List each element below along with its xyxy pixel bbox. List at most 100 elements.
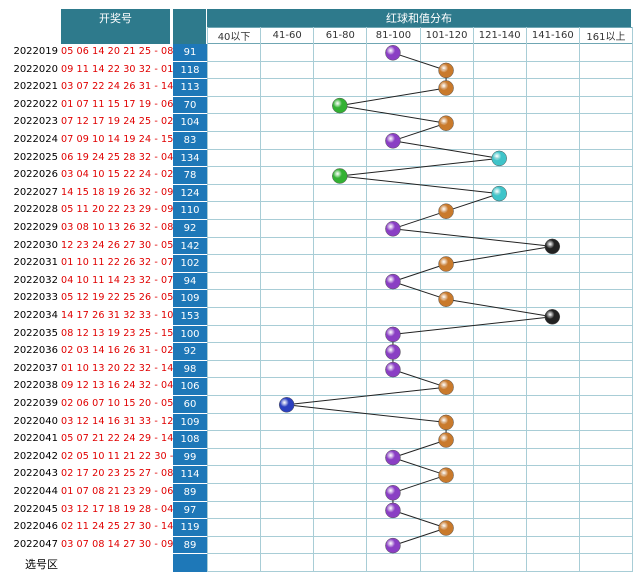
- draw-numbers-header-blank: [61, 27, 171, 44]
- grid-vline: [578, 27, 580, 572]
- sum-value: 153: [173, 308, 207, 326]
- sum-ball-marker: [544, 238, 561, 255]
- sum-ball-marker: [491, 185, 507, 202]
- sum-value: 94: [173, 272, 207, 291]
- sum-ball-marker: [438, 414, 454, 431]
- sum-ball-marker: [385, 485, 401, 501]
- trend-line-segment: [445, 298, 553, 318]
- issue-number: 2022044: [13, 486, 58, 497]
- issue-number: 2022020: [13, 63, 58, 75]
- trend-line-segment: [392, 122, 447, 142]
- issue-number: 2022019: [13, 46, 58, 57]
- grid-vline: [525, 27, 527, 572]
- issue-number: 2022027: [13, 186, 58, 198]
- trend-line-segment: [445, 193, 500, 212]
- sum-value: 109: [173, 290, 207, 308]
- draw-numbers: 01 10 11 22 26 32 - 07: [61, 257, 174, 269]
- issue-number: 2022043: [13, 468, 58, 480]
- sum-value: 92: [173, 220, 207, 238]
- draw-numbers: 07 12 17 19 24 25 - 02: [61, 116, 174, 128]
- sum-header-blank: [173, 9, 207, 44]
- draw-numbers: 02 06 07 10 15 20 - 05: [61, 398, 174, 409]
- issue-number: 2022021: [13, 81, 58, 93]
- sum-ball-marker: [491, 150, 507, 167]
- issue-number: 2022029: [13, 222, 58, 233]
- trend-line-segment: [392, 228, 553, 247]
- trend-line-segment: [392, 439, 447, 459]
- grid-vline: [260, 27, 262, 572]
- sum-value: 110: [173, 202, 207, 220]
- sum-value: 113: [173, 79, 207, 97]
- issue-number: 2022028: [13, 204, 58, 216]
- sum-distribution-header: 红球和值分布: [207, 9, 632, 27]
- sum-value: 119: [173, 519, 207, 537]
- sum-ball-marker: [385, 221, 401, 237]
- draw-numbers: 07 09 10 14 19 24 - 15: [61, 134, 174, 145]
- sum-value: 98: [173, 360, 207, 379]
- issue-number: 2022041: [13, 433, 58, 445]
- draw-numbers: 09 11 14 22 30 32 - 01: [61, 63, 174, 75]
- sum-ball-marker: [438, 432, 454, 448]
- draw-numbers: 04 10 11 14 23 32 - 07: [61, 274, 174, 286]
- draw-numbers-header: 开奖号: [61, 9, 171, 27]
- sum-ball-marker: [385, 449, 401, 466]
- trend-line-segment: [286, 386, 447, 406]
- issue-number: 2022032: [13, 274, 58, 286]
- sum-ball-marker: [438, 80, 454, 96]
- grid-vline: [472, 27, 474, 572]
- sum-ball-marker: [332, 168, 348, 184]
- draw-numbers: 03 04 10 15 22 24 - 02: [61, 169, 174, 181]
- draw-numbers: 03 08 10 13 26 32 - 08: [61, 222, 174, 233]
- sum-ball-marker: [438, 62, 454, 79]
- draw-numbers: 02 11 24 25 27 30 - 14: [61, 521, 174, 533]
- sum-value: 104: [173, 114, 207, 132]
- draw-numbers: 05 07 21 22 24 29 - 14: [61, 433, 174, 445]
- trend-line-segment: [392, 263, 447, 283]
- trend-line-segment: [392, 281, 447, 300]
- trend-line-segment: [339, 105, 447, 124]
- issue-number: 2022031: [13, 257, 58, 269]
- issue-number: 2022039: [13, 398, 58, 409]
- draw-numbers: 03 12 14 16 31 33 - 12: [61, 415, 174, 427]
- sum-value: 118: [173, 61, 207, 80]
- sum-ball-marker: [385, 133, 401, 149]
- sum-value: 70: [173, 96, 207, 115]
- issue-number: 2022023: [13, 116, 58, 128]
- draw-numbers: 05 06 14 20 21 25 - 08: [61, 46, 174, 57]
- sum-ball-marker: [438, 291, 454, 307]
- issue-number: 2022034: [13, 310, 58, 321]
- draw-numbers: 08 12 13 19 23 25 - 15: [61, 327, 174, 339]
- issue-number: 2022025: [13, 151, 58, 163]
- sum-value: 91: [173, 44, 207, 62]
- issue-number: 2022047: [13, 538, 58, 550]
- sum-ball-marker: [385, 361, 401, 378]
- sum-value: 102: [173, 255, 207, 273]
- issue-number: 2022040: [13, 415, 58, 427]
- issue-number: 2022042: [13, 450, 58, 462]
- issue-number: 2022033: [13, 292, 58, 304]
- sum-value: 106: [173, 378, 207, 396]
- sum-ball-marker: [438, 203, 454, 219]
- issue-number: 2022036: [13, 345, 58, 357]
- issue-number: 2022030: [13, 239, 58, 251]
- sum-value: 89: [173, 484, 207, 502]
- sum-ball-marker: [385, 326, 401, 343]
- trend-line-segment: [286, 404, 447, 423]
- draw-numbers: 14 15 18 19 26 32 - 09: [61, 186, 174, 198]
- sum-ball-marker: [332, 97, 348, 114]
- issue-number: 2022022: [13, 98, 58, 110]
- issue-number: 2022037: [13, 362, 58, 374]
- sum-value: 99: [173, 448, 207, 467]
- trend-line-segment: [392, 457, 447, 476]
- sum-ball-marker: [438, 256, 454, 272]
- draw-numbers: 06 19 24 25 28 32 - 04: [61, 151, 174, 163]
- draw-numbers: 05 12 19 22 25 26 - 05: [61, 292, 174, 304]
- trend-line-segment: [392, 210, 447, 230]
- issue-number: 2022024: [13, 134, 58, 145]
- select-zone-sum-cell[interactable]: [173, 554, 207, 572]
- issue-number: 2022038: [13, 380, 58, 392]
- draw-numbers: 03 12 17 18 19 28 - 04: [61, 503, 174, 515]
- trend-line-segment: [392, 369, 447, 388]
- grid-vline: [366, 27, 368, 572]
- sum-ball-marker: [385, 537, 401, 554]
